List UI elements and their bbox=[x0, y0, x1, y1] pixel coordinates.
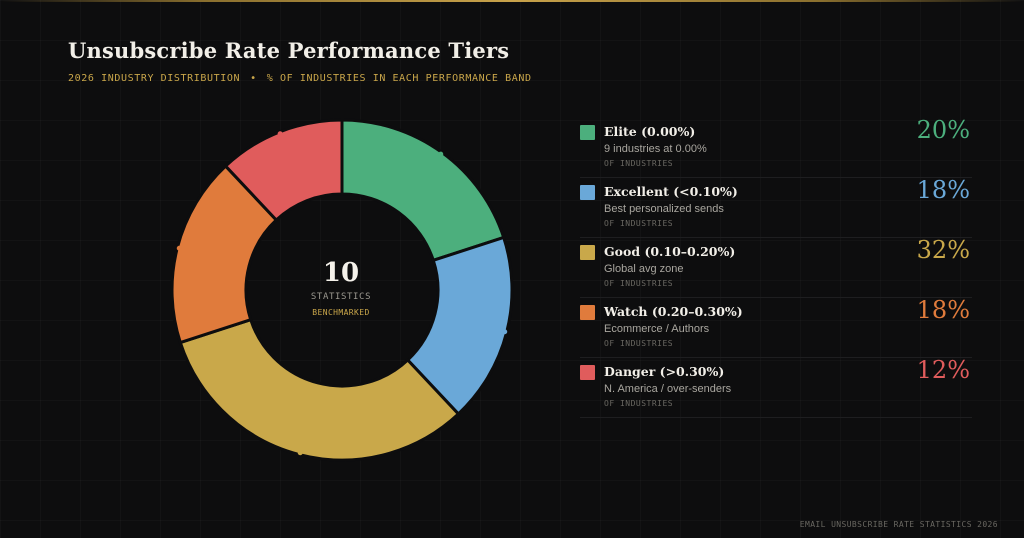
legend-pct: 12% bbox=[916, 356, 970, 384]
donut-slice-marker-excellent bbox=[502, 329, 508, 335]
legend-desc: Global avg zone bbox=[604, 263, 684, 275]
legend-desc: Ecommerce / Authors bbox=[604, 323, 710, 335]
donut-slice-marker-watch bbox=[176, 245, 182, 251]
legend-name: Watch (0.20–0.30%) bbox=[604, 304, 743, 319]
center-stat-sublabel: BENCHMARKED bbox=[312, 308, 370, 317]
donut-slice-danger bbox=[223, 118, 344, 223]
donut-slice-marker-elite bbox=[438, 151, 444, 157]
legend-swatch-excellent bbox=[580, 185, 595, 200]
subtitle-separator: • bbox=[250, 73, 257, 84]
legend-unit: OF INDUSTRIES bbox=[604, 219, 674, 228]
legend-pct: 18% bbox=[916, 296, 970, 324]
center-stat-value: 10 bbox=[322, 258, 360, 288]
legend-unit: OF INDUSTRIES bbox=[604, 339, 674, 348]
footer-caption: EMAIL UNSUBSCRIBE RATE STATISTICS 2026 bbox=[799, 520, 998, 529]
legend-swatch-watch bbox=[580, 305, 595, 320]
legend-pct: 20% bbox=[916, 116, 970, 144]
top-accent-rule bbox=[0, 0, 1024, 2]
donut-slice-elite bbox=[340, 118, 506, 263]
legend-row-watch: Watch (0.20–0.30%) Ecommerce / Authors O… bbox=[580, 296, 972, 358]
legend-unit: OF INDUSTRIES bbox=[604, 399, 674, 408]
legend-name: Danger (>0.30%) bbox=[604, 364, 725, 379]
donut-chart bbox=[170, 118, 514, 462]
chart-title: Unsubscribe Rate Performance Tiers bbox=[68, 38, 510, 63]
donut-slice-good bbox=[178, 317, 461, 462]
legend-unit: OF INDUSTRIES bbox=[604, 279, 674, 288]
legend-desc: Best personalized sends bbox=[604, 203, 724, 215]
legend-swatch-danger bbox=[580, 365, 595, 380]
donut-slice-marker-good bbox=[297, 450, 303, 456]
legend-swatch-good bbox=[580, 245, 595, 260]
donut-slice-marker-danger bbox=[277, 131, 283, 137]
legend-swatch-elite bbox=[580, 125, 595, 140]
subtitle-right: % OF INDUSTRIES IN EACH PERFORMANCE BAND bbox=[266, 73, 532, 84]
legend-row-elite: Elite (0.00%) 9 industries at 0.00% OF I… bbox=[580, 116, 972, 178]
legend-name: Elite (0.00%) bbox=[604, 124, 696, 139]
legend-name: Good (0.10–0.20%) bbox=[604, 244, 736, 259]
subtitle-left: 2026 INDUSTRY DISTRIBUTION bbox=[68, 73, 241, 84]
legend-row-excellent: Excellent (<0.10%) Best personalized sen… bbox=[580, 176, 972, 238]
legend-pct: 18% bbox=[916, 176, 970, 204]
legend-row-danger: Danger (>0.30%) N. America / over-sender… bbox=[580, 356, 972, 418]
legend: Elite (0.00%) 9 industries at 0.00% OF I… bbox=[580, 116, 972, 418]
legend-pct: 32% bbox=[916, 236, 970, 264]
chart-subtitle: 2026 INDUSTRY DISTRIBUTION • % OF INDUSTRI… bbox=[68, 73, 532, 84]
legend-name: Excellent (<0.10%) bbox=[604, 184, 738, 199]
center-stat-label: STATISTICS bbox=[310, 292, 372, 302]
legend-unit: OF INDUSTRIES bbox=[604, 159, 674, 168]
legend-desc: 9 industries at 0.00% bbox=[604, 143, 707, 155]
legend-desc: N. America / over-senders bbox=[604, 383, 732, 395]
legend-row-good: Good (0.10–0.20%) Global avg zone OF IND… bbox=[580, 236, 972, 298]
donut-slices bbox=[170, 118, 514, 462]
